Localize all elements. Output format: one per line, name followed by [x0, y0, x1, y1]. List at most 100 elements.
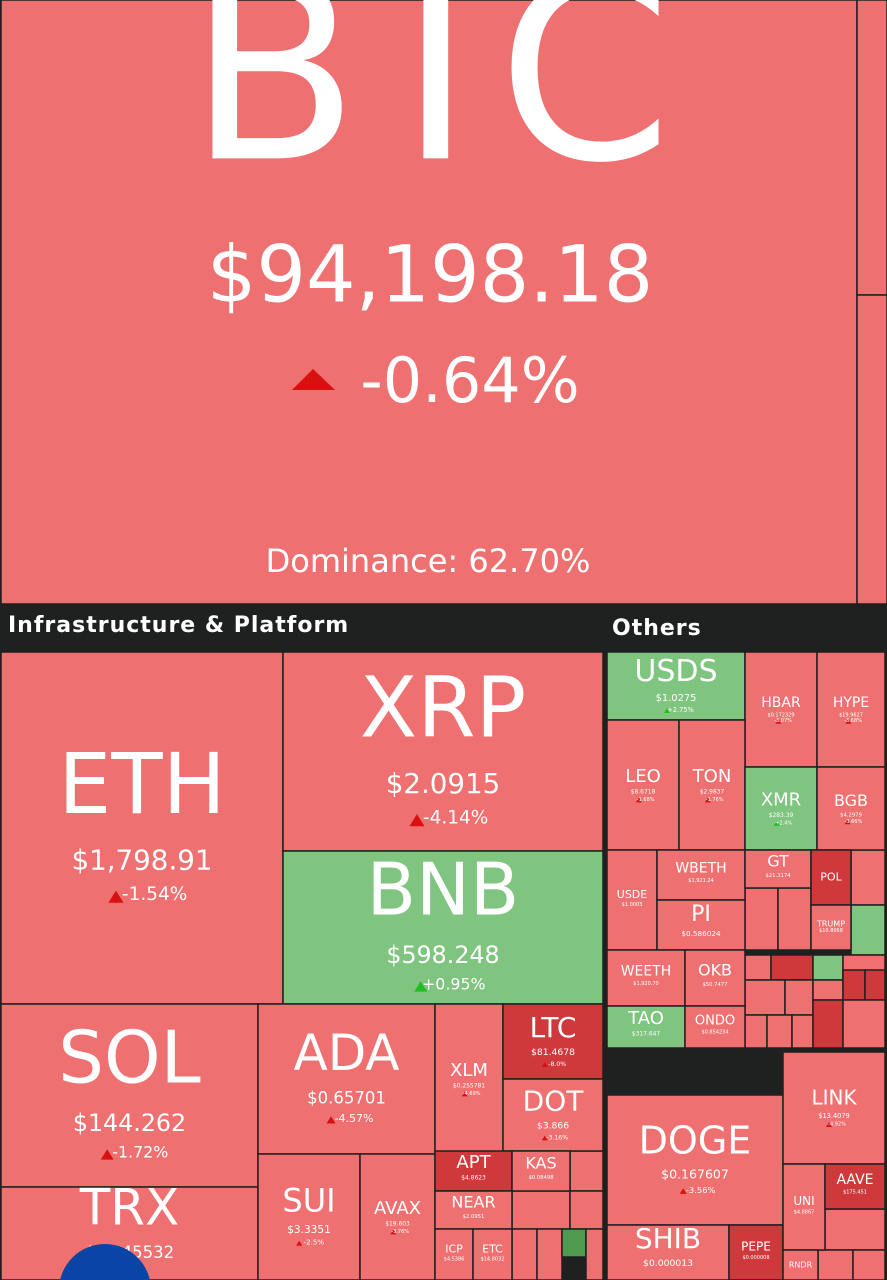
coin-symbol: UNI	[793, 1194, 814, 1208]
coin-change: +0.95%	[422, 975, 486, 994]
coin-tile[interactable]	[257, 1153, 361, 1280]
coin-tile[interactable]	[472, 1228, 513, 1280]
coin-symbol: DOGE	[639, 1118, 752, 1162]
tile	[856, 0, 887, 296]
coin-price: $10.8968	[819, 928, 843, 934]
tile	[812, 954, 844, 981]
coin-tile[interactable]	[282, 850, 604, 1005]
coin-symbol: NEAR	[451, 1192, 495, 1211]
trend-arrow	[664, 708, 670, 713]
coin-tile[interactable]	[511, 1150, 571, 1192]
tile	[561, 1228, 587, 1258]
btc-price: $94,198.18	[207, 230, 654, 320]
coin-price: $4.5386	[444, 1256, 465, 1262]
coin-symbol: ONDO	[695, 1014, 735, 1029]
coin-symbol: APT	[456, 1152, 491, 1173]
coin-tile[interactable]	[810, 904, 852, 951]
section-title: Others	[612, 616, 702, 641]
coin-tile[interactable]	[656, 899, 746, 951]
tile	[744, 979, 786, 1016]
coin-tile[interactable]	[816, 766, 886, 851]
coin-tile[interactable]	[434, 1003, 504, 1155]
coin-tile[interactable]	[359, 1153, 436, 1280]
coin-tile[interactable]	[0, 1003, 259, 1188]
coin-price: $4.2979	[840, 812, 862, 818]
tile	[744, 954, 772, 981]
coin-price: $8.6718	[631, 789, 656, 796]
coin-change: -4.14%	[423, 808, 488, 829]
coin-symbol: BGB	[834, 791, 868, 810]
coin-change: -3.66%	[845, 819, 863, 825]
coin-tile[interactable]	[810, 849, 852, 906]
btc-tile[interactable]	[0, 0, 858, 605]
coin-symbol: ADA	[293, 1024, 399, 1082]
coin-price: $50.7477	[702, 982, 727, 988]
coin-symbol: LTC	[530, 1011, 577, 1044]
trend-arrow	[292, 369, 335, 390]
coin-tile[interactable]	[684, 949, 746, 1007]
coin-tile[interactable]	[824, 1163, 886, 1210]
tile	[766, 1014, 793, 1049]
coin-symbol: RNDR	[789, 1261, 813, 1270]
tile	[777, 887, 812, 951]
coin-price: $4.8867	[794, 1209, 815, 1215]
tile	[812, 979, 844, 1001]
coin-change: -3.16%	[546, 1134, 568, 1141]
coin-tile[interactable]	[782, 1163, 826, 1251]
trend-arrow	[773, 821, 780, 826]
coin-tile[interactable]	[816, 651, 886, 768]
btc-symbol: BTC	[188, 0, 672, 217]
coin-price: $0.255781	[453, 1083, 485, 1090]
coin-change: -1.54%	[122, 884, 187, 905]
coin-change: -3.07%	[774, 718, 792, 724]
coin-symbol: WBETH	[675, 861, 726, 877]
tile	[850, 904, 886, 956]
coin-tile[interactable]	[502, 1078, 604, 1152]
coin-symbol: LEO	[625, 766, 661, 787]
coin-tile[interactable]	[744, 849, 812, 889]
coin-tile[interactable]	[606, 1224, 730, 1280]
tile	[817, 1249, 854, 1280]
trend-arrow	[296, 1240, 303, 1246]
coin-tile[interactable]	[606, 1094, 784, 1226]
trend-arrow	[409, 814, 425, 827]
coin-price: $0.000008	[742, 1255, 769, 1261]
coin-price: $81.4678	[531, 1047, 575, 1058]
tile	[791, 1014, 814, 1049]
coin-tile[interactable]	[744, 651, 818, 768]
coin-tile[interactable]	[434, 1228, 474, 1280]
coin-price: $317.647	[632, 1031, 661, 1038]
coin-price: $3.866	[537, 1121, 569, 1132]
coin-tile[interactable]	[744, 766, 818, 851]
coin-price: $1.0003	[622, 902, 643, 908]
coin-symbol: AAVE	[836, 1172, 873, 1188]
coin-tile[interactable]	[606, 719, 680, 851]
tile	[744, 887, 779, 951]
coin-symbol: TAO	[627, 1008, 664, 1029]
coin-price: $2.0915	[386, 767, 501, 800]
tile	[856, 294, 887, 605]
coin-change: +2.75%	[667, 706, 693, 714]
trend-arrow	[461, 1091, 468, 1097]
coin-symbol: SUI	[282, 1182, 335, 1220]
floating-button[interactable]	[59, 1244, 151, 1280]
coin-tile[interactable]	[656, 849, 746, 901]
coin-change: -4.69%	[463, 1091, 481, 1097]
coin-tile[interactable]	[782, 1249, 819, 1280]
trend-arrow	[326, 1116, 336, 1124]
coin-price: $144.262	[73, 1109, 186, 1137]
coin-tile[interactable]	[782, 1051, 886, 1165]
coin-price: $19.603	[385, 1221, 410, 1228]
tile	[511, 1228, 538, 1280]
coin-symbol: XMR	[761, 789, 801, 810]
coin-tile[interactable]	[606, 1005, 686, 1049]
coin-tile[interactable]	[606, 849, 658, 951]
coin-tile[interactable]	[684, 1005, 746, 1049]
coin-tile[interactable]	[257, 1003, 436, 1155]
tile	[824, 1208, 886, 1251]
tile	[585, 1228, 604, 1280]
coin-symbol: PEPE	[741, 1240, 771, 1254]
tile	[569, 1150, 604, 1192]
trend-arrow	[679, 1188, 687, 1194]
